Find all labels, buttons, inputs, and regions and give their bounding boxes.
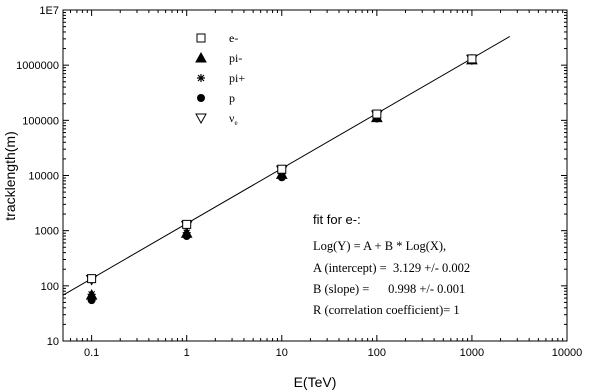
x-tick-label: 1000 — [460, 347, 484, 359]
point-pi- — [182, 228, 191, 237]
x-tick-label: 1 — [184, 347, 190, 359]
annotation-line-3: B (slope) = 0.998 +/- 0.001 — [313, 282, 465, 296]
point-e- — [182, 219, 192, 229]
x-tick-label: 10 — [276, 347, 288, 359]
legend-marker-p — [197, 94, 205, 102]
y-tick-label: 100000 — [22, 115, 59, 127]
point-e- — [277, 164, 287, 174]
point-e- — [372, 109, 382, 119]
legend-marker-e- — [196, 33, 206, 43]
annotation-line-1: Log(Y) = A + B * Log(X), — [313, 239, 446, 253]
annotation-line-2: A (intercept) = 3.129 +/- 0.002 — [313, 261, 470, 275]
legend-label-p: p — [229, 91, 235, 105]
legend-marker-pi- — [195, 51, 207, 63]
y-axis-label: tracklength(m) — [2, 131, 18, 220]
legend: e-pi-pi+ p νe — [195, 31, 245, 127]
fit-annotation: fit for e-: Log(Y) = A + B * Log(X), A (… — [313, 212, 470, 317]
data-points — [85, 53, 478, 305]
y-tick-label: 10000 — [28, 171, 59, 183]
legend-label--: νe — [229, 111, 238, 127]
y-tick-label: 100 — [41, 281, 59, 293]
point-pi- — [87, 290, 96, 299]
point-e- — [467, 54, 477, 64]
x-tick-label: 10000 — [552, 347, 583, 359]
legend-label-e-: e- — [229, 31, 238, 45]
annotation-line-4: R (correlation coefficient)= 1 — [313, 303, 460, 317]
legend-marker-- — [195, 113, 207, 125]
x-tick-label: 0.1 — [84, 347, 99, 359]
y-tick-label: 1E7 — [39, 5, 59, 17]
y-tick-label: 1000 — [35, 226, 59, 238]
y-axis-ticks: 10 100 1000 10000 100000 1000000 1E7 — [16, 5, 567, 348]
point-e- — [87, 274, 97, 284]
legend-label-pi-: pi+ — [229, 71, 245, 85]
legend-label-subscript: e — [234, 119, 237, 127]
x-axis-label: E(TeV) — [294, 374, 337, 390]
x-axis-ticks: 0.1 1 10 100 1000 10000 — [62, 10, 583, 359]
legend-label-pi-: pi- — [229, 51, 242, 65]
y-tick-label: 1000000 — [16, 60, 59, 72]
legend-marker-pi- — [197, 74, 205, 82]
annotation-title: fit for e-: — [313, 212, 361, 227]
y-tick-label: 10 — [47, 336, 59, 348]
x-tick-label: 100 — [368, 347, 386, 359]
